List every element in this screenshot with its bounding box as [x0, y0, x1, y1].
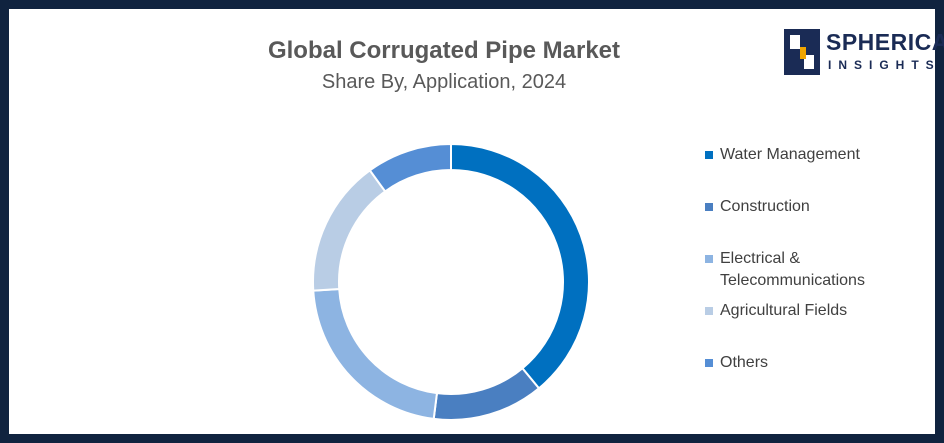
legend-swatch — [705, 151, 713, 159]
logo-icon — [784, 29, 820, 75]
legend-label: Electrical & Telecommunications — [720, 250, 865, 289]
legend-label: Agricultural Fields — [720, 302, 848, 319]
legend: Water Management Construction Electrical &… — [704, 144, 884, 404]
legend-swatch — [705, 255, 713, 263]
legend-swatch — [705, 307, 713, 315]
logo-tagline: INSIGHTS — [828, 58, 941, 72]
donut-segment — [368, 142, 452, 193]
chart-title: Global Corrugated Pipe Market — [267, 37, 621, 64]
legend-item: Others — [704, 352, 884, 404]
legend-label: Construction — [720, 198, 810, 215]
donut-segment — [312, 287, 439, 421]
legend-item: Electrical & Telecommunications — [704, 248, 884, 300]
legend-label: Others — [720, 354, 769, 371]
legend-swatch — [705, 203, 713, 211]
legend-item: Water Management — [704, 144, 884, 196]
chart-subtitle: Share By, Application, 2024 — [321, 71, 567, 93]
donut-segment — [312, 168, 387, 292]
logo: SPHERICAL INSIGHTS — [784, 29, 944, 79]
donut-segment — [450, 142, 590, 390]
legend-label: Water Management — [720, 146, 860, 163]
logo-text: SPHERICAL — [826, 29, 944, 55]
legend-item: Construction — [704, 196, 884, 248]
legend-item: Agricultural Fields — [704, 300, 884, 352]
legend-swatch — [705, 359, 713, 367]
donut-segment — [432, 366, 541, 421]
